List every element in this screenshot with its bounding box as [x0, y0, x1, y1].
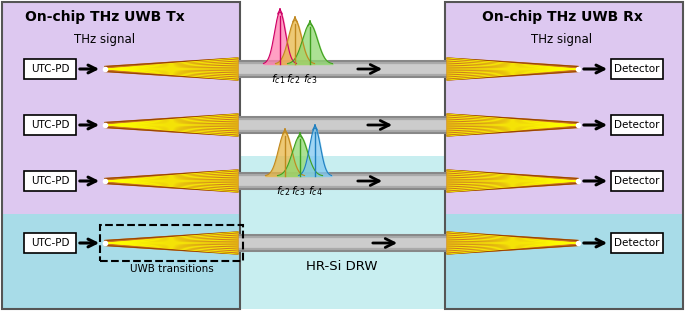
- Text: Detector: Detector: [614, 238, 660, 248]
- FancyBboxPatch shape: [2, 214, 240, 309]
- Polygon shape: [105, 58, 238, 80]
- Text: $f_{c2}$: $f_{c2}$: [286, 72, 300, 86]
- FancyBboxPatch shape: [611, 233, 663, 253]
- FancyBboxPatch shape: [24, 171, 76, 191]
- FancyBboxPatch shape: [445, 214, 683, 309]
- Polygon shape: [447, 58, 578, 80]
- Text: UTC-PD: UTC-PD: [31, 238, 69, 248]
- Text: $f_{c2}$: $f_{c2}$: [276, 184, 290, 198]
- Text: HR-Si DRW: HR-Si DRW: [306, 259, 377, 272]
- FancyBboxPatch shape: [611, 115, 663, 135]
- Polygon shape: [105, 170, 238, 192]
- Text: Detector: Detector: [614, 120, 660, 130]
- Bar: [100, 225, 243, 261]
- Polygon shape: [447, 170, 578, 192]
- Text: $f_{c1}$: $f_{c1}$: [271, 72, 285, 86]
- FancyBboxPatch shape: [24, 59, 76, 79]
- FancyBboxPatch shape: [611, 171, 663, 191]
- Text: $f_{c3}$: $f_{c3}$: [290, 184, 306, 198]
- Text: THz signal: THz signal: [75, 33, 136, 46]
- FancyBboxPatch shape: [445, 2, 683, 216]
- Text: UWB transitions: UWB transitions: [129, 264, 213, 274]
- Text: $f_{c3}$: $f_{c3}$: [303, 72, 317, 86]
- Polygon shape: [447, 232, 578, 254]
- Text: $f_{c4}$: $f_{c4}$: [308, 184, 323, 198]
- FancyBboxPatch shape: [24, 233, 76, 253]
- Text: UTC-PD: UTC-PD: [31, 120, 69, 130]
- Text: Detector: Detector: [614, 176, 660, 186]
- Text: On-chip THz UWB Rx: On-chip THz UWB Rx: [482, 10, 643, 24]
- FancyBboxPatch shape: [24, 115, 76, 135]
- FancyBboxPatch shape: [240, 2, 445, 156]
- Text: On-chip THz UWB Tx: On-chip THz UWB Tx: [25, 10, 185, 24]
- FancyBboxPatch shape: [240, 156, 445, 309]
- Text: UTC-PD: UTC-PD: [31, 176, 69, 186]
- Text: Detector: Detector: [614, 64, 660, 74]
- FancyBboxPatch shape: [611, 59, 663, 79]
- Text: UTC-PD: UTC-PD: [31, 64, 69, 74]
- Text: THz signal: THz signal: [532, 33, 593, 46]
- FancyBboxPatch shape: [2, 2, 240, 216]
- Polygon shape: [105, 232, 238, 254]
- Polygon shape: [105, 114, 238, 136]
- Polygon shape: [447, 114, 578, 136]
